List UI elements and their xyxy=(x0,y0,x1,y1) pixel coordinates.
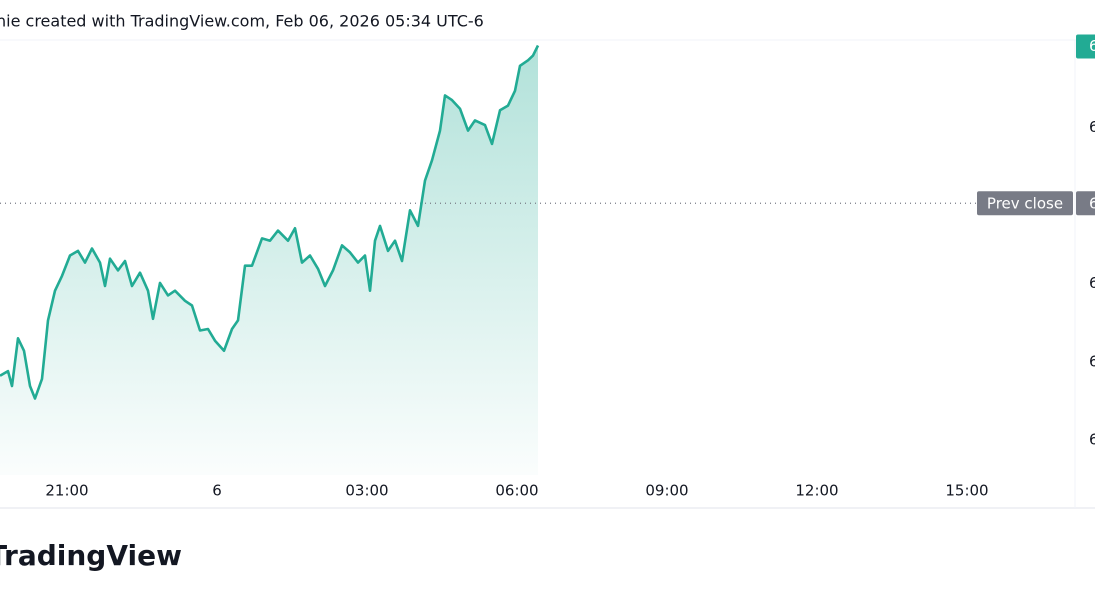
area-fill xyxy=(0,45,538,475)
prev-close-value-tag xyxy=(1076,191,1095,216)
x-tick-label: 09:00 xyxy=(645,482,688,500)
y-tick-label: 6 xyxy=(1089,274,1095,292)
y-tick-label: 6 xyxy=(1089,352,1095,370)
x-tick-label: 6 xyxy=(212,482,222,500)
last-price-tag xyxy=(1076,34,1095,59)
prev-close-value: 6 xyxy=(1089,195,1095,213)
prev-close-tag xyxy=(977,191,1073,216)
chart-title: nie created with TradingView.com, Feb 06… xyxy=(0,12,484,31)
y-tick-label: 6 xyxy=(1089,430,1095,448)
last-price-label: 6 xyxy=(1089,37,1095,55)
price-line xyxy=(0,44,540,400)
x-tick-label: 21:00 xyxy=(45,482,88,500)
x-tick-label: 03:00 xyxy=(345,482,388,500)
prev-close-label: Prev close xyxy=(987,195,1063,213)
brand-logo: TradingView xyxy=(0,539,182,572)
y-tick-label: 6 xyxy=(1089,118,1095,136)
x-tick-label: 06:00 xyxy=(495,482,538,500)
x-tick-label: 15:00 xyxy=(945,482,988,500)
x-tick-label: 12:00 xyxy=(795,482,838,500)
